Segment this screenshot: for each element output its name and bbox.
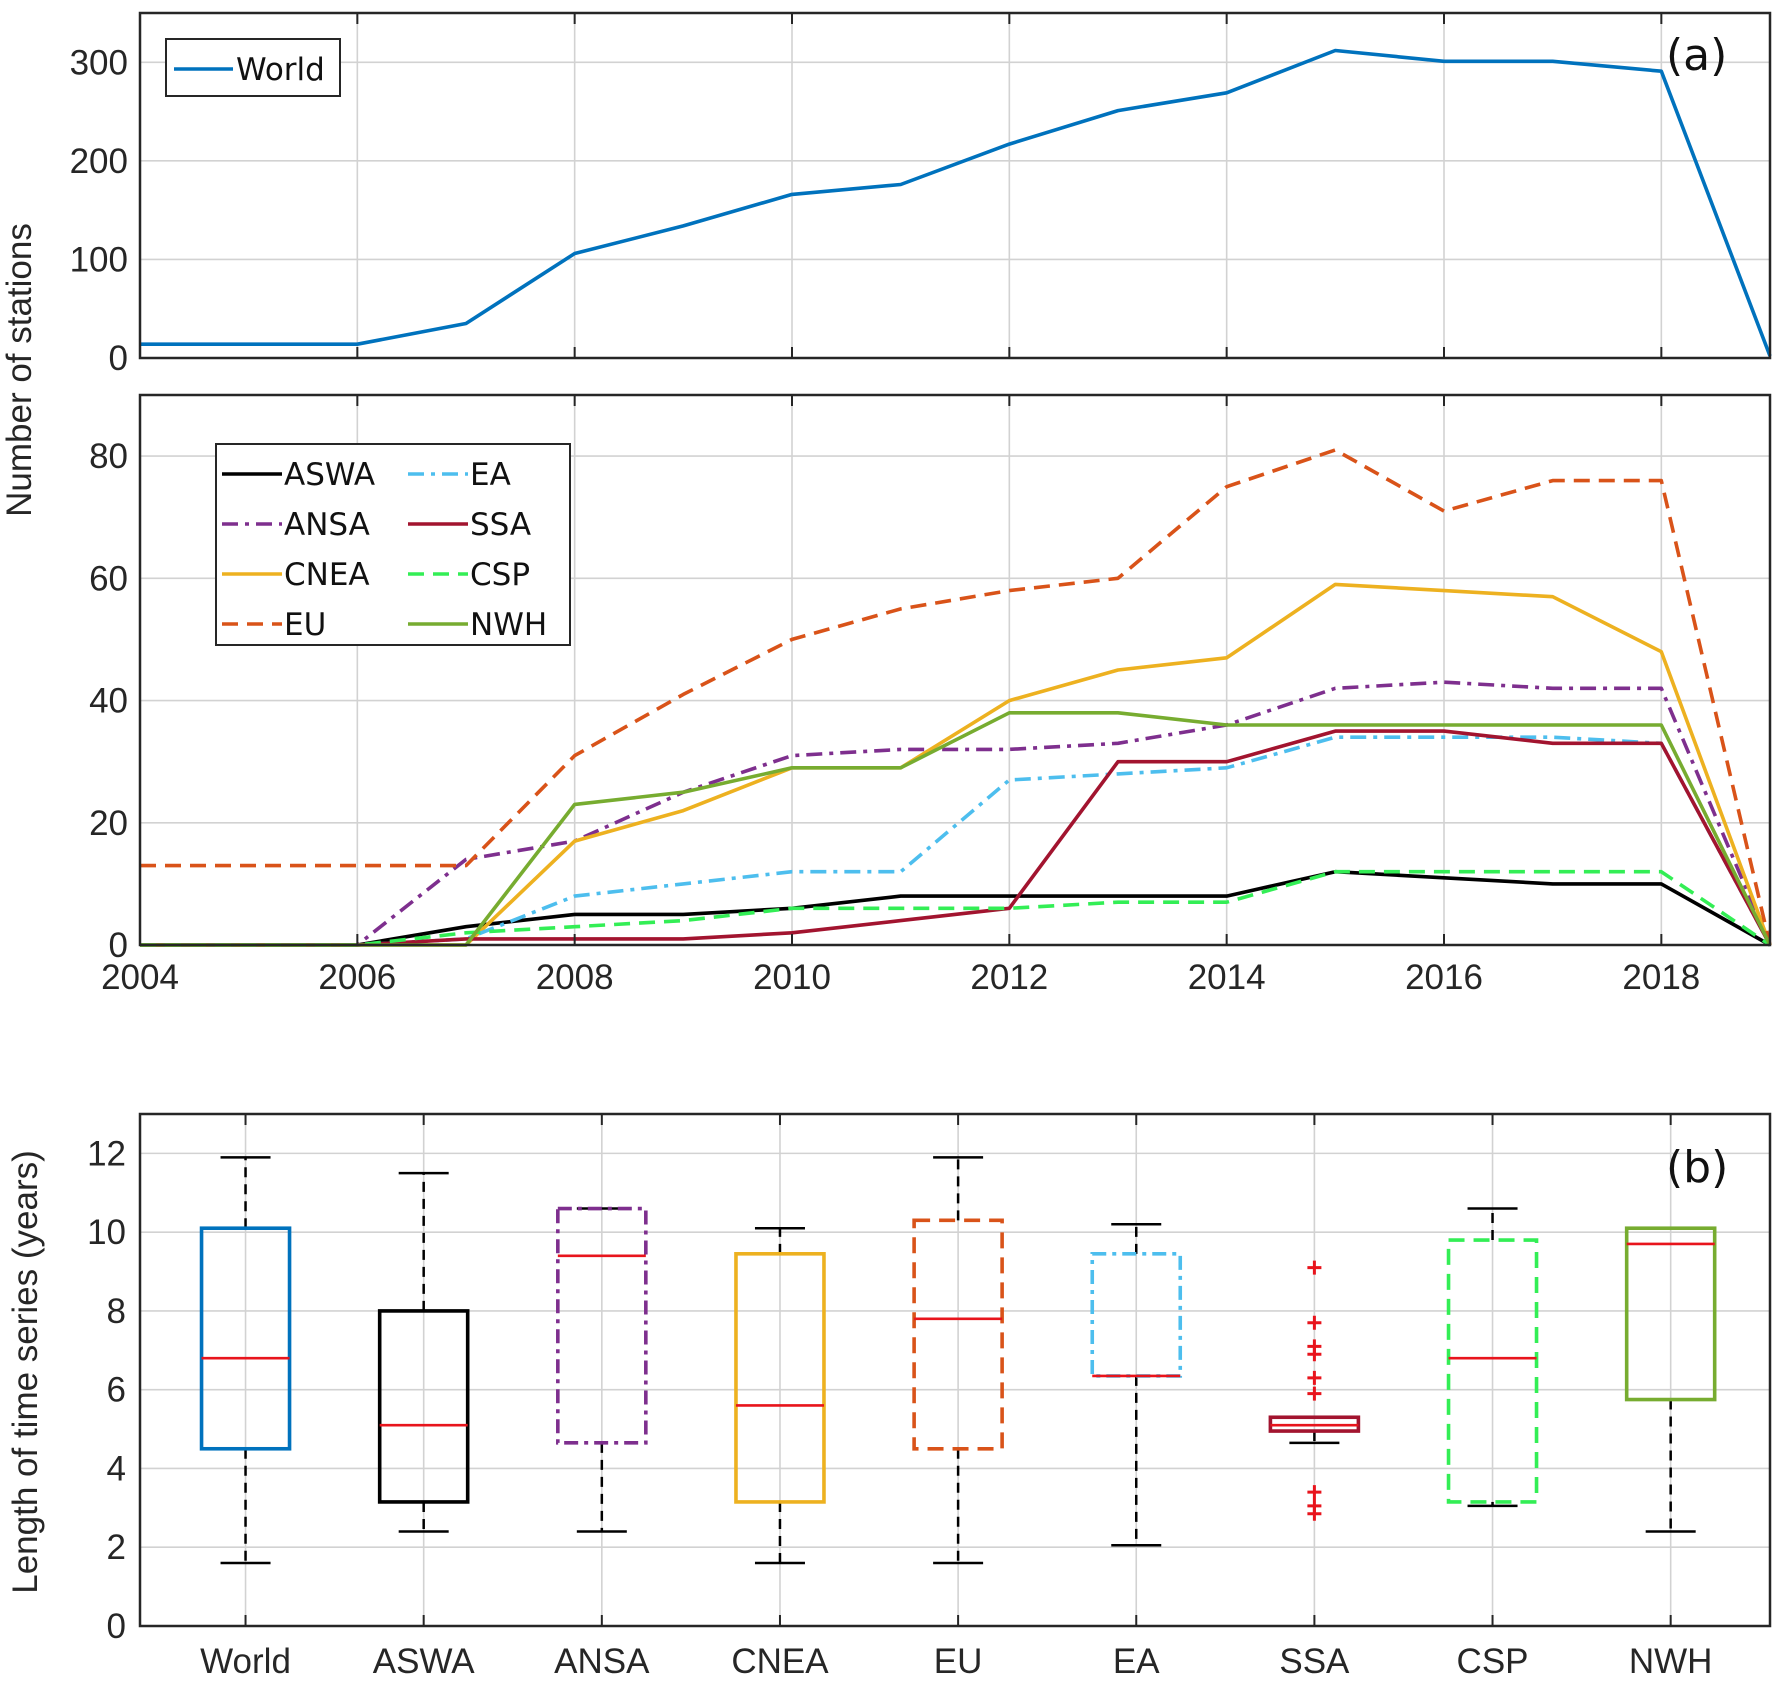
y-axis-label-b: Length of time series (years) [6, 1150, 45, 1594]
series-line-world [140, 48, 1772, 357]
legend-label-nwh: NWH [470, 607, 547, 643]
series-line-csp [140, 869, 1772, 947]
panel-b-axes [138, 1112, 1772, 1628]
x-tick-label: World [200, 1642, 291, 1681]
panel-b-boxplot: World ASWA ANSA CNEA EU EA SSA CSP NWH024681012 … [87, 1112, 1772, 1681]
x-tick-label: CSP [1457, 1642, 1529, 1681]
y-tick-label: 0 [109, 926, 128, 965]
y-tick-label: 40 [89, 682, 128, 721]
y-tick-label: 4 [107, 1449, 126, 1488]
panel-a-top-axes [138, 11, 1772, 360]
legend-regions: ASWA ANSA CNEA EU EA SSA CSP NWH [215, 443, 571, 646]
panel-a-bottom-chart: 0 20 40 60 80 2004 2006 2008 2010 2012 2014 2016 201… [89, 393, 1772, 997]
box-ansa [556, 1206, 648, 1445]
panel-a-bottom-axes [138, 393, 1772, 947]
y-tick-label: 10 [87, 1213, 126, 1252]
y-tick-label: 12 [87, 1134, 126, 1173]
y-tick-label: 0 [107, 1607, 126, 1646]
box-eu [912, 1218, 1004, 1451]
panel-label-b: (b) [1666, 1142, 1728, 1193]
x-tick-label: 2016 [1405, 958, 1483, 997]
y-tick-label: 60 [89, 559, 128, 598]
outlier-point-ssa [1307, 1347, 1322, 1362]
y-tick-label: 20 [89, 804, 128, 843]
legend-label-aswa: ASWA [284, 457, 375, 493]
legend-label-ea: EA [470, 457, 511, 493]
y-tick-label: 2 [107, 1528, 126, 1567]
box-ea [1090, 1252, 1183, 1378]
y-tick-label: 100 [70, 240, 128, 279]
series-line-ansa [140, 680, 1772, 947]
outlier-point-ssa [1307, 1315, 1322, 1330]
legend-label-ansa: ANSA [284, 507, 370, 543]
x-tick-label: 2008 [536, 958, 614, 997]
outlier-point-ssa [1307, 1260, 1322, 1275]
x-tick-label: 2014 [1188, 958, 1266, 997]
x-tick-label: EU [934, 1642, 983, 1681]
box-nwh [1624, 1226, 1717, 1402]
legend-world: World [165, 38, 341, 97]
x-tick-label: ANSA [554, 1642, 650, 1681]
series-line-ssa [140, 729, 1772, 947]
x-tick-label: NWH [1629, 1642, 1713, 1681]
y-tick-label: 8 [107, 1292, 126, 1331]
x-tick-label: 2012 [970, 958, 1048, 997]
x-tick-label: 2004 [101, 958, 179, 997]
legend-label-cnea: CNEA [284, 557, 370, 593]
outlier-point-ssa [1307, 1370, 1322, 1385]
y-axis-label-a: Number of stations [0, 223, 39, 517]
y-tick-label: 200 [70, 142, 128, 181]
legend-label-csp: CSP [470, 557, 530, 593]
legend-label-world: World [236, 52, 325, 88]
outlier-point-ssa [1307, 1506, 1322, 1521]
outlier-point-ssa [1307, 1386, 1322, 1401]
box-aswa [377, 1309, 470, 1504]
panel-a-top-chart: 0 100 200 300 World (a) [70, 11, 1772, 378]
x-tick-label: 2006 [318, 958, 396, 997]
x-tick-label: 2010 [753, 958, 831, 997]
outlier-point-ssa [1307, 1485, 1322, 1500]
y-tick-label: 300 [70, 43, 128, 82]
box-world [199, 1226, 292, 1451]
panel-label-a: (a) [1666, 30, 1727, 81]
series-line-aswa [140, 869, 1771, 947]
x-tick-label: CNEA [731, 1642, 829, 1681]
legend-label-ssa: SSA [470, 507, 531, 543]
legend-label-eu: EU [284, 607, 326, 643]
x-tick-label: EA [1113, 1642, 1160, 1681]
x-tick-label: 2018 [1622, 958, 1700, 997]
y-tick-label: 80 [89, 437, 128, 476]
y-tick-label: 6 [107, 1371, 126, 1410]
x-tick-label: ASWA [373, 1642, 475, 1681]
x-tick-label: SSA [1279, 1642, 1350, 1681]
box-cnea [734, 1252, 826, 1504]
y-tick-label: 0 [109, 339, 128, 378]
